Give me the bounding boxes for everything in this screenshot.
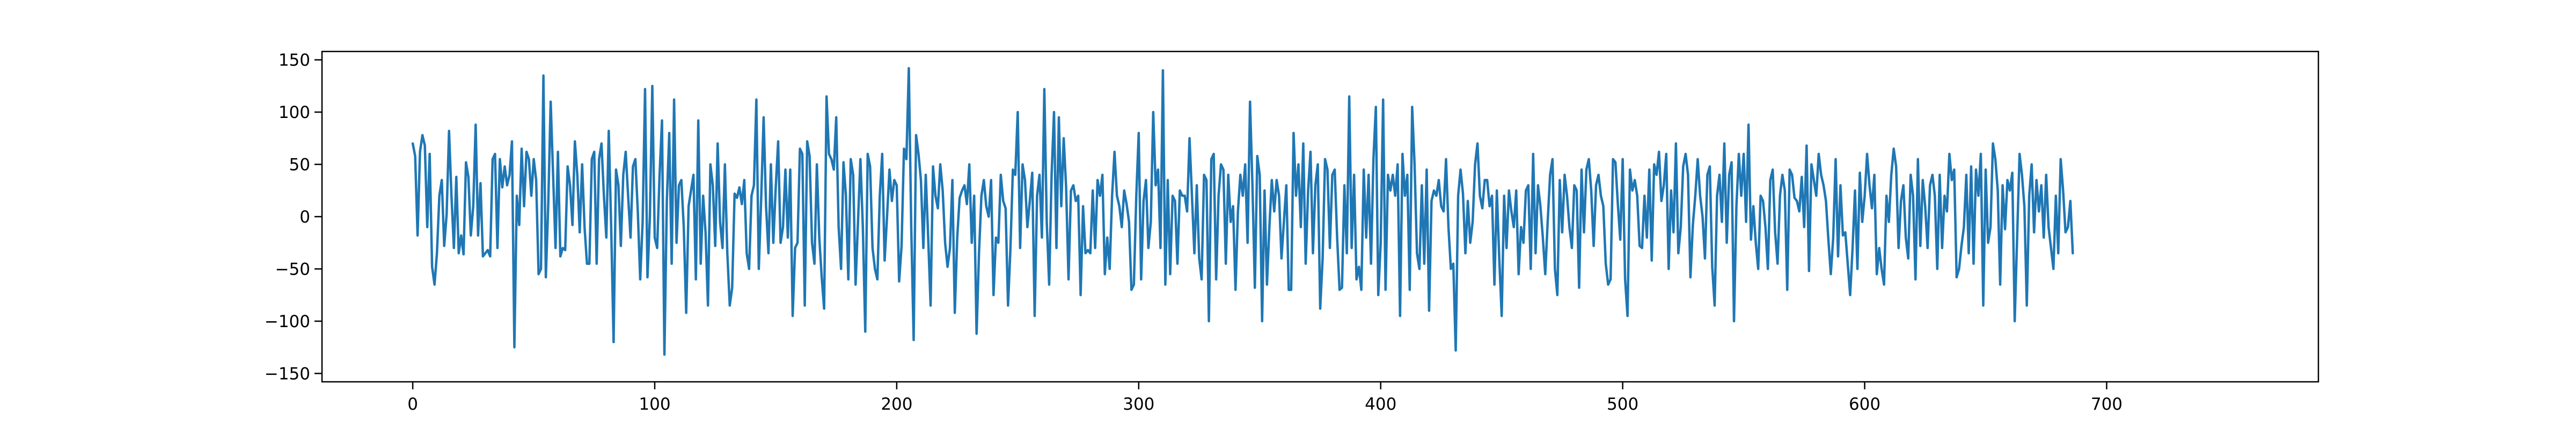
x-tick-label: 600 — [1849, 395, 1880, 414]
y-tick-label: −50 — [275, 260, 310, 279]
x-tick-label: 0 — [407, 395, 418, 414]
y-tick-label: 50 — [289, 156, 310, 175]
y-tick-label: 150 — [279, 51, 310, 70]
y-tick-label: 0 — [299, 208, 310, 227]
marks-layer — [411, 66, 2074, 356]
x-tick-label: 700 — [2091, 395, 2123, 414]
y-tick-label: −100 — [265, 312, 310, 331]
y-tick-label: 100 — [279, 103, 310, 122]
x-tick-label: 500 — [1607, 395, 1638, 414]
x-tick-label: 100 — [639, 395, 670, 414]
x-tick-label: 400 — [1365, 395, 1396, 414]
y-tick-label: −150 — [265, 364, 310, 383]
x-tick-label: 300 — [1123, 395, 1154, 414]
series-line-0 — [411, 66, 2074, 356]
x-tick-label: 200 — [881, 395, 912, 414]
axes-layer: 0 100 200 300 400 500 600 700 −150 −100 −50 0 50 100 1… — [265, 51, 2319, 414]
